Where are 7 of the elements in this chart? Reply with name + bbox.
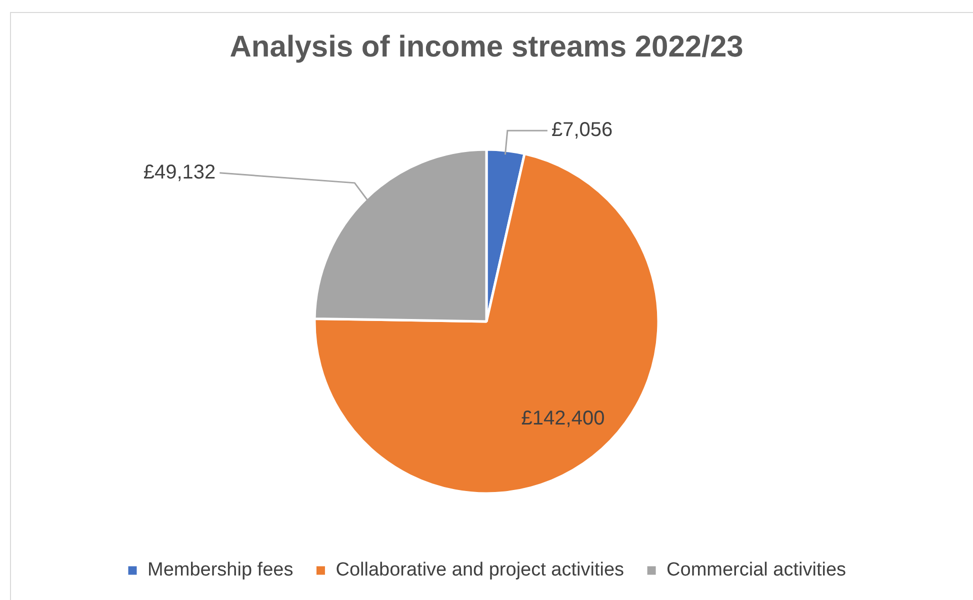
data-label: £142,400: [521, 407, 605, 430]
data-label: £7,056: [551, 119, 613, 142]
data-label: £49,132: [143, 161, 216, 184]
legend-label: Commercial activities: [666, 560, 846, 581]
chart-title: Analysis of income streams 2022/23: [230, 30, 744, 64]
legend-label: Collaborative and project activities: [336, 560, 624, 581]
legend-label: Membership fees: [147, 560, 294, 581]
